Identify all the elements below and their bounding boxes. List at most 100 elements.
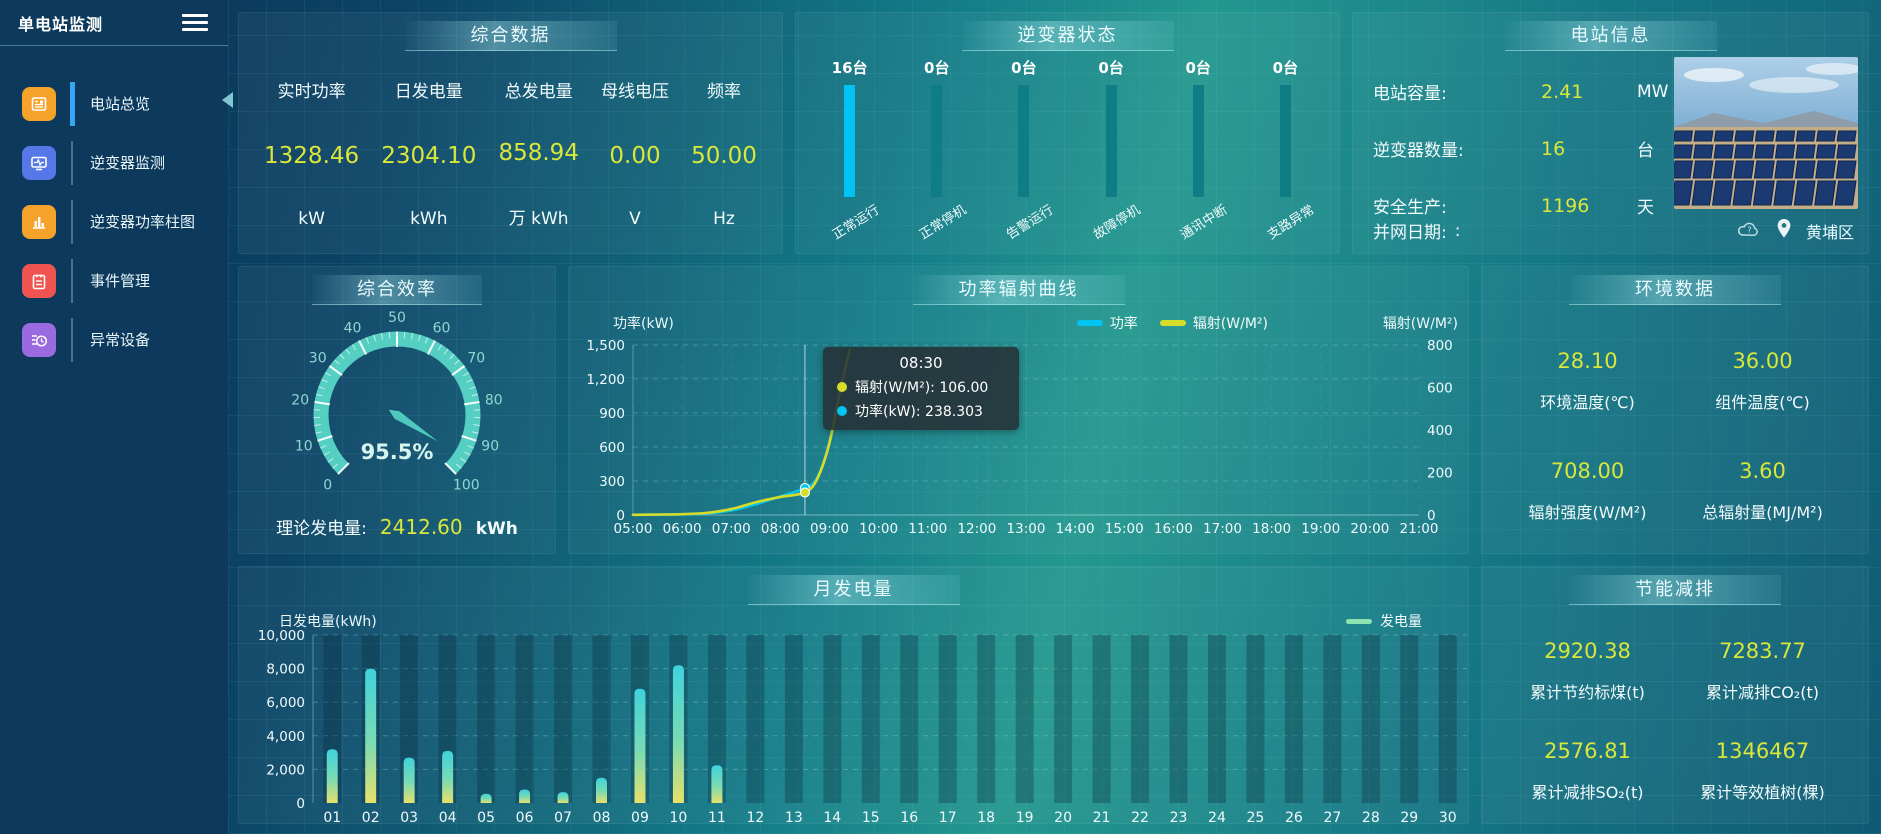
svg-text:16:00: 16:00 [1154,521,1193,537]
tooltip-series-dot [837,406,847,416]
bar-chart-legend[interactable]: 发电量 [1346,611,1422,631]
sidebar-item-4[interactable]: 事件管理 [0,251,228,310]
svg-text:2,000: 2,000 [266,762,305,778]
inverter-state-label: 通讯中断 [1178,202,1231,243]
inverter-status-item: 0台 通讯中断 [1155,57,1241,249]
metric-cell: 708.00 辐射强度(W/M²) [1500,459,1675,523]
svg-text:0: 0 [616,508,625,524]
metric-cell: 1346467 累计等效植树(棵) [1675,739,1850,803]
svg-text:100: 100 [453,477,480,493]
metric-cell: 28.10 环境温度(℃) [1500,349,1675,413]
tooltip-time: 08:30 [899,354,943,372]
inverter-bar [844,85,856,197]
svg-text:21:00: 21:00 [1400,521,1439,537]
sidebar-menu: 电站总览逆变器监测逆变器功率柱图 事件管理异常设备 [0,74,228,369]
legend-mark [1159,320,1186,326]
svg-text:0: 0 [1427,508,1436,524]
metric-value: 858.94 [498,140,579,166]
metric-value: 3.60 [1739,459,1786,483]
svg-text:06:00: 06:00 [663,521,702,537]
station-info-value: 1196 [1541,194,1590,217]
metric-cell: 2920.38 累计节约标煤(t) [1500,639,1675,703]
svg-text:14: 14 [823,810,841,826]
svg-text:800: 800 [1427,338,1453,354]
panel-title-monthly: 月发电量 [747,575,960,605]
svg-text:600: 600 [1427,381,1453,397]
svg-text:04: 04 [439,810,457,826]
metric-value: 1346467 [1715,739,1810,763]
inverter-bar [1279,85,1291,197]
panel-environment: 环境数据 28.10 环境温度(℃) 36.00 组件温度(℃) 708.00 辐射强度(… [1481,266,1869,554]
tooltip-series-dot [837,382,847,392]
menu-divider [71,317,73,362]
svg-text:60: 60 [433,321,451,337]
monthly-bar-chart[interactable]: 0 2,000 4,000 6,000 8,000 10,000 01 02 03 04 05 06 0… [249,628,1479,833]
inverter-state-label: 正常运行 [829,202,882,243]
panel-summary: 综合数据 实时功率 1328.46 kW 日发电量 2304.10 kWh 总发电量 858.… [238,12,783,254]
inverter-count: 0台 [1098,59,1124,77]
svg-text:19:00: 19:00 [1301,521,1340,537]
sidebar-item-3[interactable]: 逆变器功率柱图 [0,192,228,251]
tooltip-row: 辐射(W/M²): 106.00 [837,377,1005,397]
metric-label: 总辐射量(MJ/M²) [1702,503,1823,522]
svg-text:600: 600 [599,440,625,456]
inverter-count: 0台 [1011,59,1037,77]
station-info-value: 2.41 [1541,80,1584,103]
inverter-monitor-icon [22,145,56,180]
metric-unit: kWh [410,209,448,229]
location-pin-icon[interactable] [1776,218,1792,243]
metric-unit: Hz [713,209,735,229]
grid-date-row: 并网日期: : [1373,218,1461,244]
metric-value: 36.00 [1732,349,1793,373]
svg-text:19: 19 [1016,810,1034,826]
sidebar-item-1[interactable]: 电站总览 [0,74,228,133]
station-info-row: 电站容量: 2.41 MW [1373,63,1711,120]
weather-cloud-icon[interactable]: ? [1736,219,1762,243]
grid-date-value: : [1454,220,1461,241]
location-name[interactable]: 黄埔区 [1805,222,1854,242]
sidebar-item-5[interactable]: 异常设备 [0,310,228,369]
svg-text:01: 01 [323,810,341,826]
panel-efficiency: 综合效率 0 10 20 30 40 50 60 70 80 90 100 95.5% 理论发电量: … [238,266,556,554]
sidebar-item-2[interactable]: 逆变器监测 [0,133,228,192]
station-info-unit: 台 [1637,141,1654,161]
sidebar-collapse-arrow-icon[interactable] [222,92,233,108]
hamburger-menu-icon[interactable] [182,10,208,35]
svg-text:40: 40 [344,321,362,337]
sidebar-item-label: 异常设备 [90,331,151,349]
power-curve-chart[interactable]: 0 300 600 900 1,200 1,500 0 200 400 600 800 05:00 06… [575,337,1473,545]
inverter-status-item: 16台 正常运行 [807,57,893,249]
svg-text:80: 80 [485,393,503,409]
svg-text:200: 200 [1427,466,1453,482]
legend-item-功率[interactable]: 功率 [1076,313,1138,333]
theoretical-generation-value: 2412.60 [379,515,463,539]
metric-label: 环境温度(℃) [1540,393,1635,412]
metric-label: 累计减排SO₂(t) [1531,783,1644,802]
metric-label: 累计减排CO₂(t) [1706,683,1819,702]
legend-item-辐射(W/M²)[interactable]: 辐射(W/M²) [1159,313,1268,333]
tooltip-series-text: 辐射(W/M²): 106.00 [855,380,989,396]
abnormal-icon [22,322,56,357]
efficiency-gauge[interactable]: 0 10 20 30 40 50 60 70 80 90 100 95.5% [252,307,542,517]
legend-mark [1076,320,1103,326]
svg-text:02: 02 [362,810,380,826]
svg-text:?: ? [1747,225,1751,234]
metric-label: 累计等效植树(棵) [1700,783,1825,802]
station-info-value: 16 [1541,137,1566,160]
panel-energy-saving: 节能减排 2920.38 累计节约标煤(t) 7283.77 累计减排CO₂(t) 25… [1481,566,1869,824]
metric-value: 708.00 [1550,459,1625,483]
svg-text:1,500: 1,500 [586,338,625,354]
inverter-bar [1105,85,1117,197]
svg-text:26: 26 [1285,810,1303,826]
svg-text:12:00: 12:00 [957,521,996,537]
svg-text:300: 300 [599,474,625,490]
metric-value: 2576.81 [1544,739,1631,763]
sidebar-item-label: 逆变器监测 [90,154,166,172]
app-title: 单电站监测 [18,14,104,34]
svg-text:14:00: 14:00 [1056,521,1095,537]
menu-divider [70,81,75,126]
legend-label: 功率 [1109,316,1138,332]
metric-label: 组件温度(℃) [1715,393,1810,412]
svg-text:8,000: 8,000 [266,662,305,678]
metric-label: 母线电压 [601,82,669,102]
